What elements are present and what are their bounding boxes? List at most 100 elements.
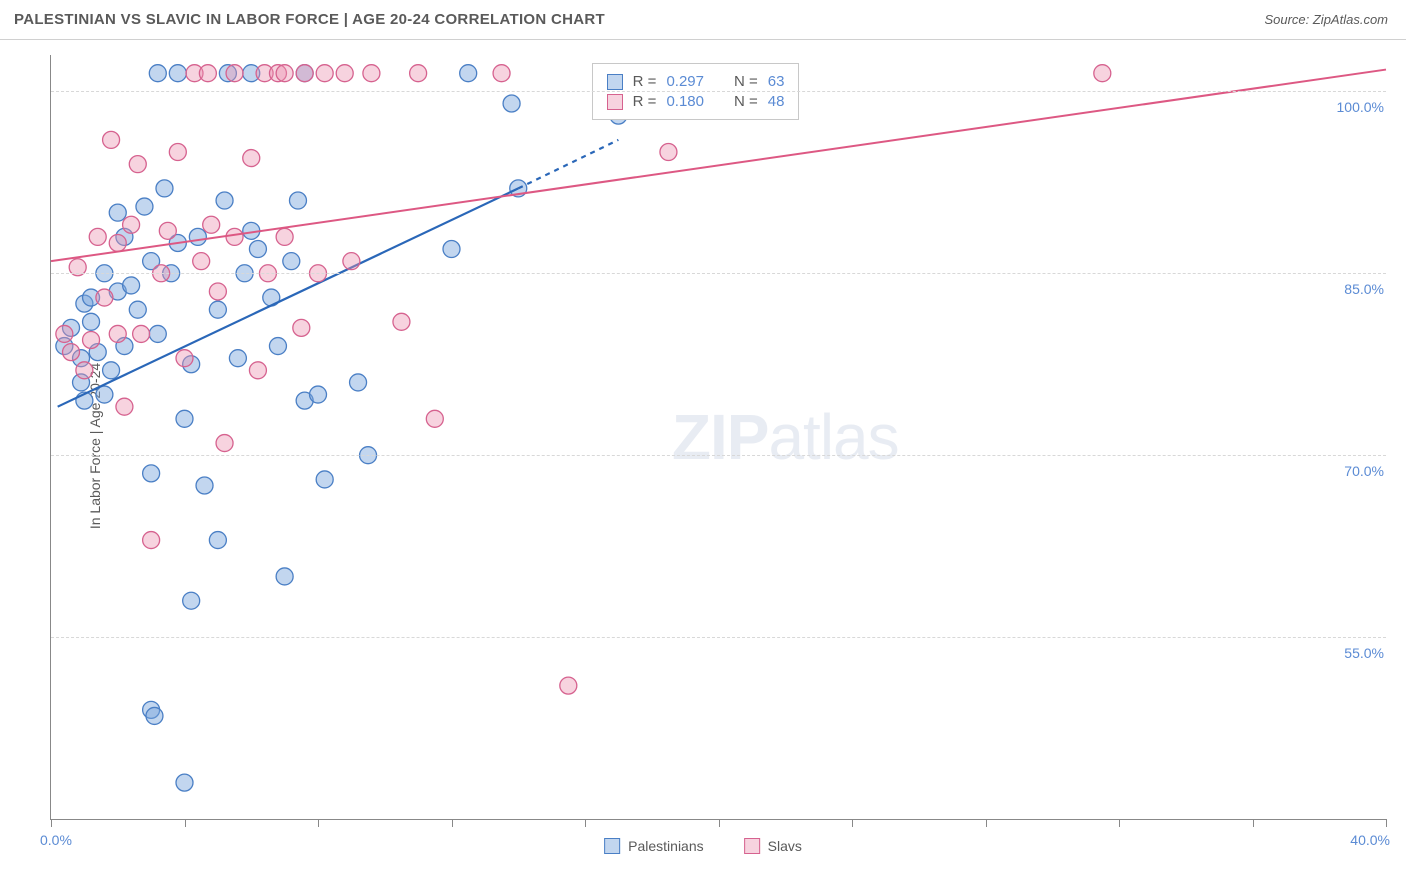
x-tick bbox=[452, 819, 453, 827]
data-point bbox=[123, 216, 140, 233]
data-point bbox=[129, 301, 146, 318]
data-point bbox=[169, 144, 186, 161]
data-point bbox=[176, 410, 193, 427]
data-point bbox=[146, 707, 163, 724]
data-point bbox=[136, 198, 153, 215]
data-point bbox=[209, 301, 226, 318]
data-point bbox=[169, 65, 186, 82]
data-point bbox=[493, 65, 510, 82]
y-tick-label: 100.0% bbox=[1337, 99, 1384, 115]
legend-item-palestinians: Palestinians bbox=[604, 838, 704, 854]
x-tick bbox=[986, 819, 987, 827]
data-point bbox=[216, 435, 233, 452]
data-point bbox=[460, 65, 477, 82]
data-point bbox=[63, 344, 80, 361]
swatch-pink-icon bbox=[744, 838, 760, 854]
data-point bbox=[56, 325, 73, 342]
data-point bbox=[199, 65, 216, 82]
title-bar: PALESTINIAN VS SLAVIC IN LABOR FORCE | A… bbox=[0, 0, 1406, 40]
n-value-palestinians: 63 bbox=[768, 73, 785, 90]
data-point bbox=[96, 386, 113, 403]
data-point bbox=[196, 477, 213, 494]
data-point bbox=[143, 532, 160, 549]
data-point bbox=[226, 65, 243, 82]
data-point bbox=[1094, 65, 1111, 82]
gridline bbox=[51, 637, 1386, 638]
data-point bbox=[193, 253, 210, 270]
data-point bbox=[183, 592, 200, 609]
x-tick bbox=[585, 819, 586, 827]
data-point bbox=[660, 144, 677, 161]
data-point bbox=[96, 289, 113, 306]
x-tick bbox=[318, 819, 319, 827]
data-point bbox=[149, 325, 166, 342]
gridline bbox=[51, 455, 1386, 456]
x-tick bbox=[185, 819, 186, 827]
gridline bbox=[51, 91, 1386, 92]
data-point bbox=[289, 192, 306, 209]
x-axis-min-label: 0.0% bbox=[40, 832, 72, 848]
data-point bbox=[560, 677, 577, 694]
data-point bbox=[310, 386, 327, 403]
data-point bbox=[203, 216, 220, 233]
data-point bbox=[363, 65, 380, 82]
data-point bbox=[149, 65, 166, 82]
r-value-slavs: 0.180 bbox=[666, 93, 704, 110]
data-point bbox=[216, 192, 233, 209]
data-point bbox=[269, 338, 286, 355]
legend-label-palestinians: Palestinians bbox=[628, 838, 704, 854]
data-point bbox=[316, 65, 333, 82]
y-tick-label: 85.0% bbox=[1344, 281, 1384, 297]
r-label: R = bbox=[633, 73, 657, 90]
data-point bbox=[249, 241, 266, 258]
data-point bbox=[276, 568, 293, 585]
data-point bbox=[89, 228, 106, 245]
legend-label-slavs: Slavs bbox=[768, 838, 802, 854]
y-tick-label: 55.0% bbox=[1344, 645, 1384, 661]
bottom-legend: Palestinians Slavs bbox=[604, 838, 802, 854]
n-label: N = bbox=[734, 73, 758, 90]
gridline bbox=[51, 273, 1386, 274]
data-point bbox=[176, 774, 193, 791]
x-tick bbox=[852, 819, 853, 827]
stats-row-slavs: R = 0.180 N = 48 bbox=[607, 93, 785, 110]
data-point bbox=[83, 331, 100, 348]
x-axis-max-label: 40.0% bbox=[1350, 832, 1390, 848]
data-point bbox=[209, 532, 226, 549]
swatch-pink-icon bbox=[607, 94, 623, 110]
swatch-blue-icon bbox=[604, 838, 620, 854]
data-point bbox=[116, 398, 133, 415]
data-point bbox=[243, 150, 260, 167]
data-point bbox=[443, 241, 460, 258]
plot-area: ZIPatlas R = 0.297 N = 63 R = 0.180 N = … bbox=[50, 55, 1386, 820]
data-point bbox=[283, 253, 300, 270]
data-point bbox=[336, 65, 353, 82]
plot-svg bbox=[51, 55, 1386, 819]
n-value-slavs: 48 bbox=[768, 93, 785, 110]
y-tick-label: 70.0% bbox=[1344, 463, 1384, 479]
data-point bbox=[143, 465, 160, 482]
data-point bbox=[133, 325, 150, 342]
data-point bbox=[226, 228, 243, 245]
correlation-chart: PALESTINIAN VS SLAVIC IN LABOR FORCE | A… bbox=[0, 0, 1406, 892]
data-point bbox=[410, 65, 427, 82]
x-tick bbox=[719, 819, 720, 827]
chart-title: PALESTINIAN VS SLAVIC IN LABOR FORCE | A… bbox=[14, 11, 605, 28]
data-point bbox=[276, 65, 293, 82]
data-point bbox=[296, 65, 313, 82]
data-point bbox=[343, 253, 360, 270]
legend-item-slavs: Slavs bbox=[744, 838, 802, 854]
r-label: R = bbox=[633, 93, 657, 110]
data-point bbox=[276, 228, 293, 245]
data-point bbox=[156, 180, 173, 197]
x-tick bbox=[1253, 819, 1254, 827]
stats-row-palestinians: R = 0.297 N = 63 bbox=[607, 73, 785, 90]
data-point bbox=[123, 277, 140, 294]
data-point bbox=[76, 362, 93, 379]
swatch-blue-icon bbox=[607, 74, 623, 90]
data-point bbox=[249, 362, 266, 379]
data-point bbox=[350, 374, 367, 391]
n-label: N = bbox=[734, 93, 758, 110]
data-point bbox=[109, 325, 126, 342]
x-tick bbox=[1386, 819, 1387, 827]
